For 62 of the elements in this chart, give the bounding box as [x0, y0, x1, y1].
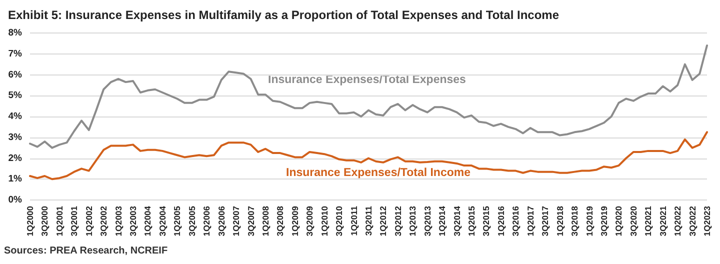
x-tick-label: 3Q2011	[364, 206, 374, 236]
x-tick-label: 1Q2023	[702, 206, 712, 236]
y-tick-label: 2%	[8, 152, 23, 164]
x-tick-label: 1Q2010	[319, 206, 330, 236]
x-tick-label: 1Q2003	[113, 206, 124, 236]
x-tick-label: 3Q2022	[687, 206, 698, 236]
x-tick-label: 1Q2009	[290, 206, 300, 236]
x-tick-label: 1Q2007	[231, 206, 242, 236]
y-tick-label: 4%	[8, 111, 23, 122]
x-tick-label: 1Q2012	[378, 206, 388, 236]
x-tick-label: 3Q2020	[628, 206, 638, 236]
x-tick-label: 1Q2020	[614, 206, 624, 236]
series-label: Insurance Expenses/Total Income	[286, 167, 470, 179]
x-tick-label: 1Q2015	[466, 206, 477, 236]
x-tick-label: 1Q2018	[554, 206, 565, 236]
x-tick-label: 3Q2007	[246, 206, 256, 236]
x-tick-label: 3Q2003	[128, 206, 138, 236]
x-tick-label: 1Q2000	[25, 206, 35, 236]
x-tick-label: 3Q2013	[422, 206, 432, 236]
y-tick-label: 1%	[8, 174, 23, 185]
source-note: Sources: PREA Research, NCREIF	[4, 246, 168, 256]
x-tick-label: 3Q2012	[392, 206, 403, 236]
series-label: Insurance Expenses/Total Expenses	[268, 74, 466, 86]
y-tick-label: 3%	[8, 132, 23, 143]
x-tick-label: 1Q2019	[584, 206, 594, 236]
line-series	[29, 44, 708, 149]
x-tick-label: 3Q2021	[658, 206, 668, 236]
x-tick-label: 3Q2001	[69, 206, 80, 236]
x-tick-label: 1Q2014	[437, 206, 448, 236]
x-tick-label: 1Q2022	[672, 206, 683, 236]
x-tick-label: 1Q2021	[643, 206, 654, 236]
x-tick-label: 1Q2011	[348, 206, 359, 236]
x-tick-label: 3Q2018	[570, 206, 580, 236]
x-tick-label: 1Q2002	[84, 206, 94, 236]
x-tick-label: 3Q2005	[186, 206, 197, 236]
y-tick-label: 7%	[8, 48, 23, 60]
x-tick-label: 1Q2013	[408, 206, 418, 236]
x-tick-label: 3Q2009	[304, 206, 315, 236]
x-tick-label: 3Q2014	[452, 206, 462, 236]
x-tick-label: 3Q2015	[481, 206, 492, 236]
x-tick-label: 1Q2016	[496, 206, 506, 236]
x-tick-label: 3Q2017	[540, 206, 550, 236]
x-tick-label: 3Q2004	[157, 206, 168, 236]
x-tick-label: 3Q2008	[275, 206, 286, 236]
x-tick-label: 3Q2019	[598, 206, 609, 236]
x-tick-label: 3Q2006	[216, 206, 226, 236]
x-tick-label: 1Q2017	[525, 206, 536, 236]
y-tick-label: 0%	[8, 194, 23, 206]
x-tick-label: 1Q2001	[54, 206, 64, 236]
x-tick-label: 1Q2005	[172, 206, 182, 236]
y-tick-label: 8%	[8, 28, 23, 38]
x-tick-label: 1Q2006	[202, 206, 212, 236]
x-tick-label: 3Q2016	[510, 206, 521, 236]
y-tick-label: 6%	[8, 69, 23, 80]
x-tick-label: 3Q2010	[334, 206, 344, 236]
x-tick-label: 3Q2000	[40, 206, 50, 236]
y-tick-label: 5%	[8, 90, 23, 102]
x-tick-label: 1Q2004	[142, 206, 153, 236]
chart-title: Exhibit 5: Insurance Expenses in Multifamily as a Proportion of Total Expenses and Total Income	[8, 8, 560, 22]
x-tick-label: 3Q2002	[98, 206, 109, 236]
x-tick-label: 1Q2008	[260, 206, 270, 236]
line-series	[29, 131, 708, 180]
